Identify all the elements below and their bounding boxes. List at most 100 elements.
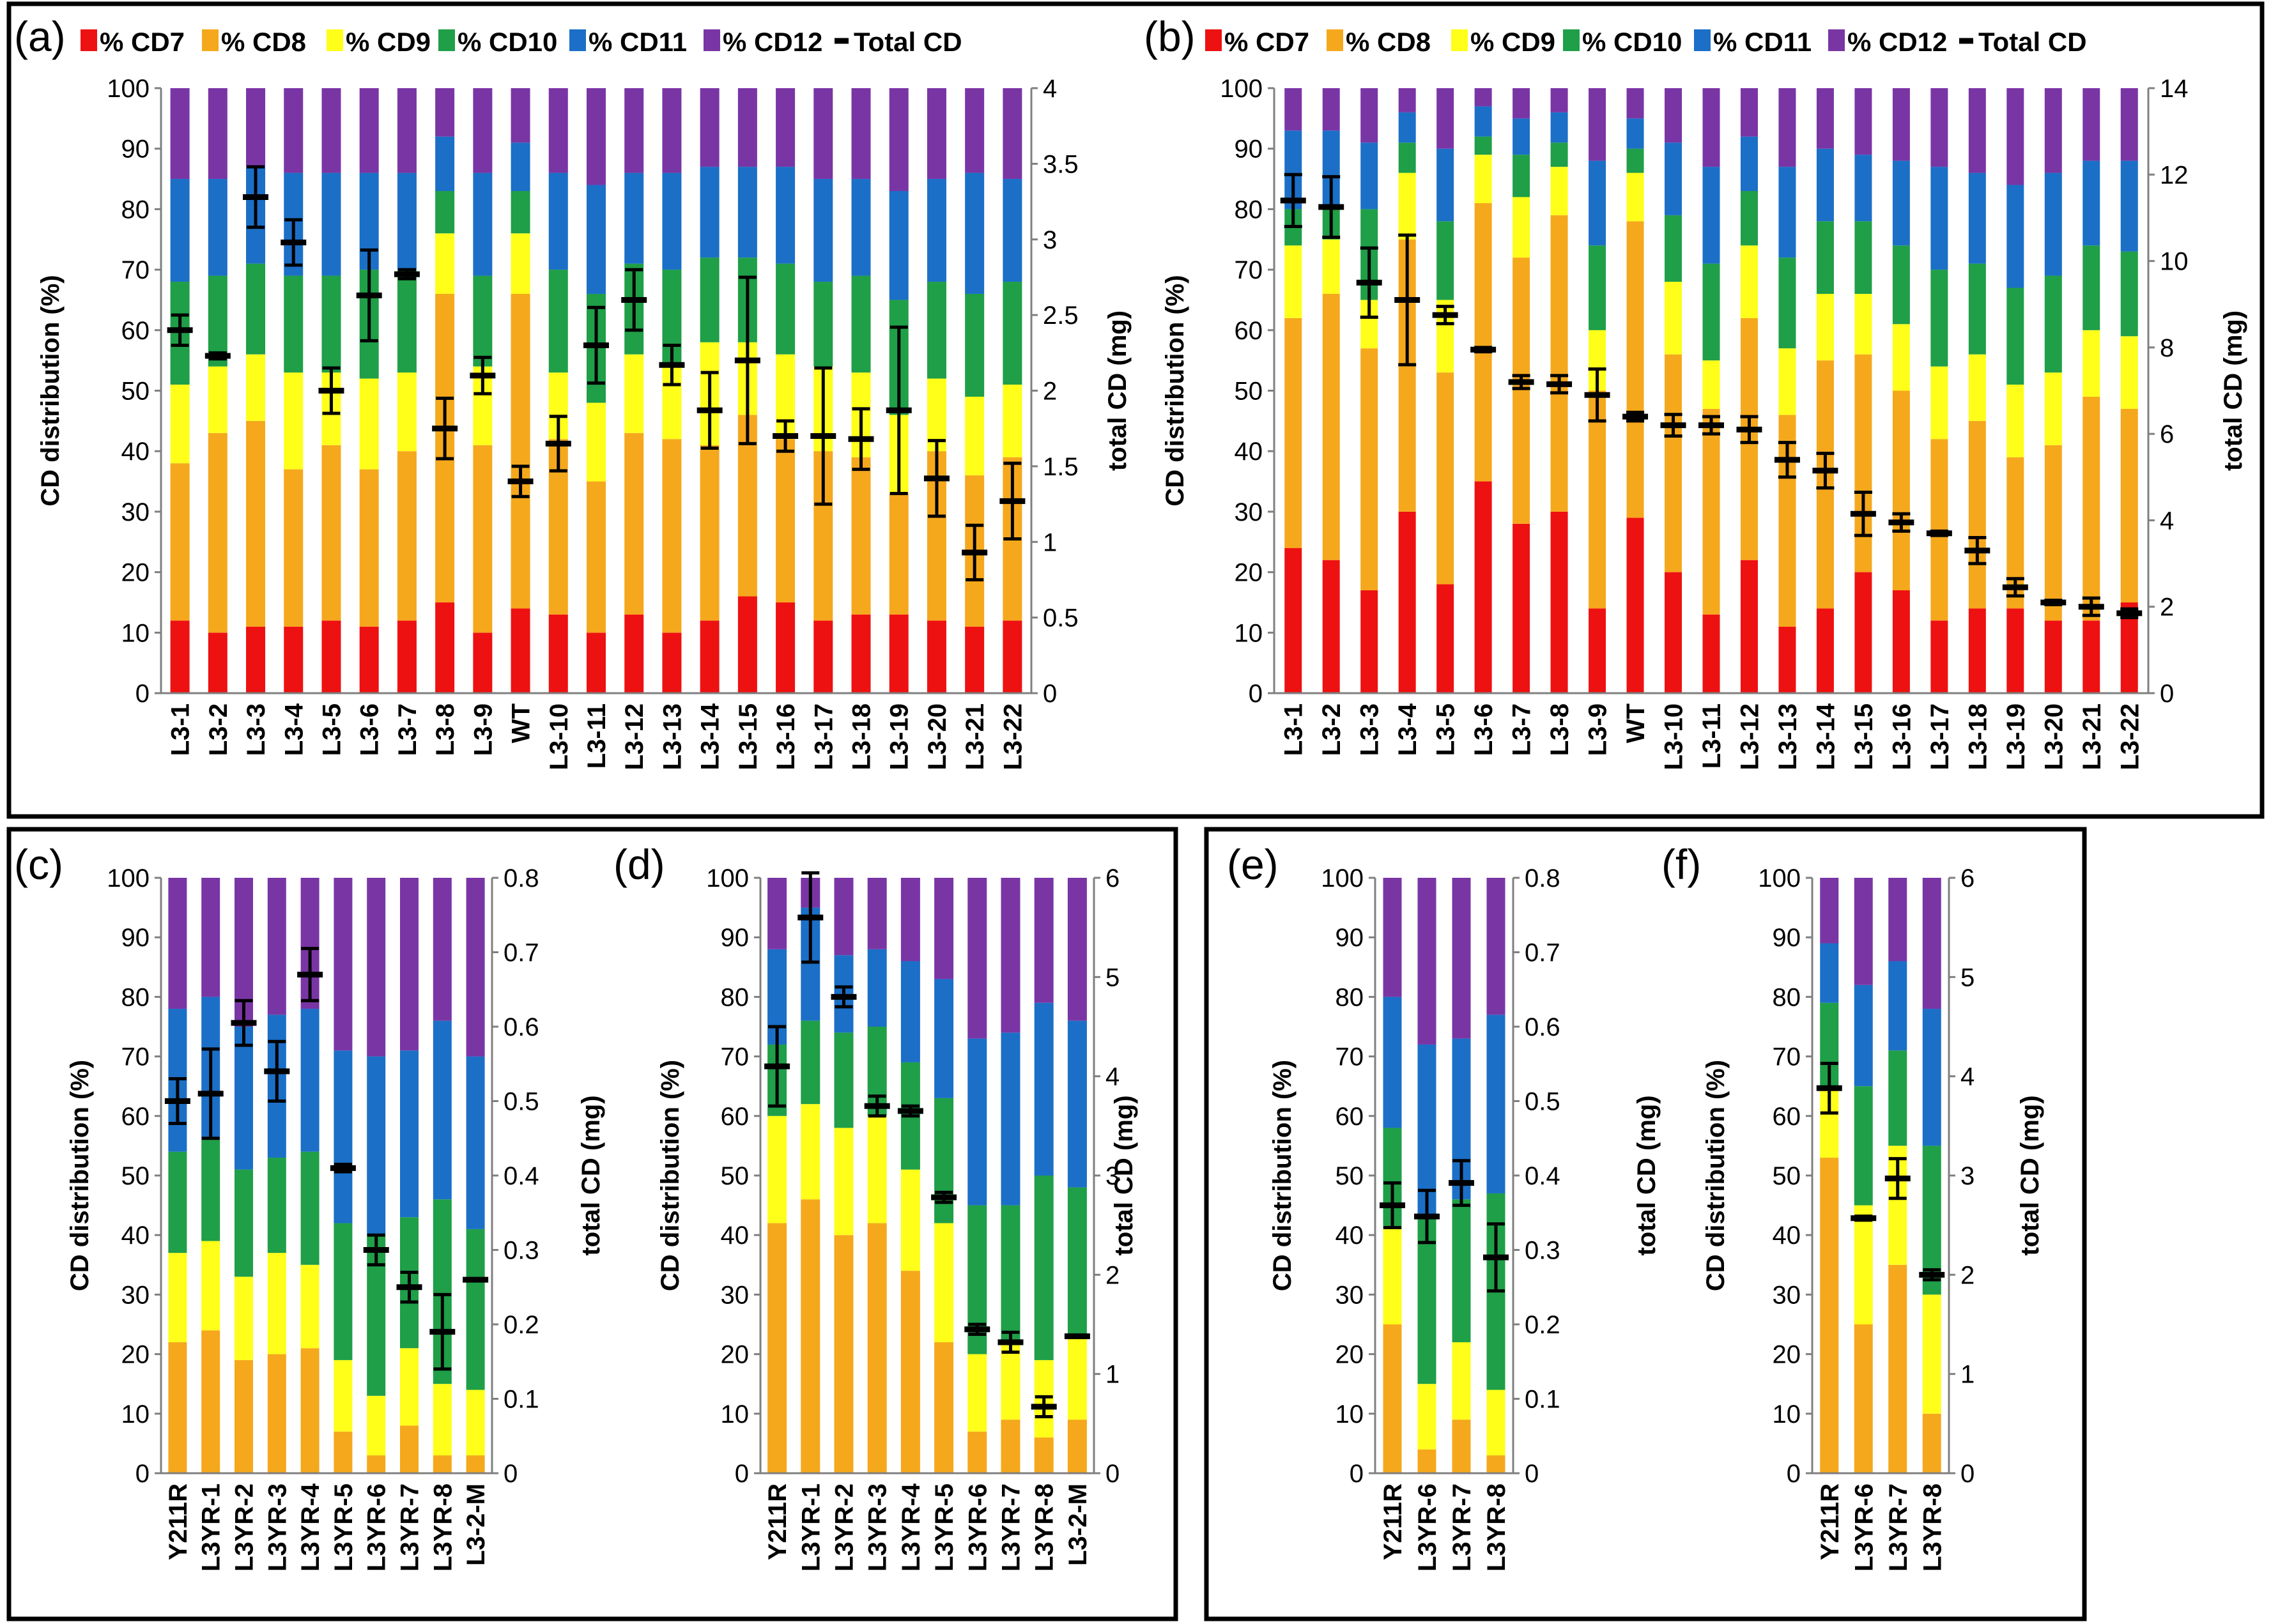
panel-e-bar-cd8-0 bbox=[1383, 1324, 1402, 1473]
panel-b-bar-cd10-12 bbox=[1740, 190, 1758, 246]
panel-c-ytick-label: 90 bbox=[121, 924, 150, 952]
panel-b-category-label: L3-14 bbox=[1812, 703, 1840, 770]
panel-c-ytick-label: 20 bbox=[121, 1341, 150, 1369]
panel-a-bar-cd12-5 bbox=[359, 88, 379, 173]
panel-f-y2tick-label: 1 bbox=[1960, 1361, 1975, 1389]
panel-b-ytick-label: 90 bbox=[1235, 135, 1263, 164]
panel-e-ytick-label: 80 bbox=[1336, 983, 1364, 1011]
panel-a-bar-cd11-15 bbox=[737, 167, 757, 258]
panel-a-category-label: L3-22 bbox=[999, 703, 1027, 770]
panel-a-bar-cd7-17 bbox=[813, 620, 833, 693]
panel-a-legend-swatch-cd9 bbox=[327, 29, 343, 51]
panel-a-category-label: L3-14 bbox=[697, 703, 725, 770]
panel-a-bar-cd10-8 bbox=[473, 275, 493, 367]
panel-a-legend-label: % CD12 bbox=[723, 27, 822, 57]
panel-c-bar-cd9-2 bbox=[235, 1276, 253, 1360]
panel-a-bar-cd7-12 bbox=[624, 614, 644, 693]
panel-a-category-label: L3-8 bbox=[431, 703, 459, 756]
panel-a-legend-label: % CD10 bbox=[458, 27, 557, 57]
panel-a-bar-cd11-6 bbox=[397, 172, 417, 270]
panel-c-bar-cd11-7 bbox=[400, 1050, 419, 1218]
panel-d-bar-cd10-7 bbox=[1001, 1205, 1020, 1342]
panel-a-bar-cd8-4 bbox=[321, 445, 341, 621]
panel-d-category-label: Y211R bbox=[764, 1483, 792, 1560]
panel-e-bar-cd12-1 bbox=[1417, 878, 1436, 1045]
panel-e-ytick-label: 60 bbox=[1336, 1103, 1364, 1131]
panel-f-category-label: L3YR-6 bbox=[1850, 1483, 1878, 1572]
panel-a-bar-cd7-7 bbox=[435, 602, 455, 693]
panel-d-bar-cd9-6 bbox=[967, 1354, 987, 1432]
panel-b-category-label: L3-10 bbox=[1660, 703, 1688, 770]
panel-a-category-label: L3-19 bbox=[886, 703, 914, 770]
panel-a-label: (a) bbox=[14, 13, 66, 60]
panel-b-bar-cd12-13 bbox=[1778, 88, 1796, 167]
panel-d-bar-cd12-5 bbox=[934, 878, 954, 979]
panel-b-bar-cd8-18 bbox=[1968, 420, 1986, 609]
panel-d-y2tick-label: 5 bbox=[1105, 963, 1120, 992]
panel-b-bar-cd11-18 bbox=[1968, 172, 1986, 264]
panel-a-y2tick-label: 2 bbox=[1043, 378, 1057, 406]
panel-d-bar-cd8-7 bbox=[1001, 1420, 1020, 1473]
panel-c-ytick-label: 10 bbox=[121, 1400, 150, 1429]
panel-d-bar-cd12-7 bbox=[1001, 878, 1020, 1033]
panel-c-bar-cd11-4 bbox=[300, 1009, 319, 1152]
panel-b-legend-label: % CD11 bbox=[1713, 27, 1812, 57]
panel-b-bar-cd9-19 bbox=[2006, 385, 2024, 457]
panel-a-bar-cd9-2 bbox=[246, 354, 266, 421]
panel-d-bar-cd11-5 bbox=[934, 979, 954, 1098]
panel-b-bar-cd7-13 bbox=[1778, 626, 1796, 693]
panel-c-bar-cd10-2 bbox=[235, 1169, 253, 1277]
panel-a-ytick-label: 50 bbox=[121, 378, 150, 406]
panel-a-bar-cd8-13 bbox=[662, 439, 682, 633]
panel-b-bar-cd12-21 bbox=[2082, 88, 2100, 161]
panel-a-bar-cd11-18 bbox=[851, 179, 871, 276]
panel-e-ytick-label: 90 bbox=[1336, 924, 1364, 952]
panel-b-bar-cd11-16 bbox=[1892, 160, 1910, 246]
panel-b-bar-cd8-5 bbox=[1474, 203, 1492, 482]
panel-b-bar-cd9-15 bbox=[1854, 293, 1872, 355]
panel-b-legend-swatch-cd11 bbox=[1694, 29, 1711, 51]
panel-b-bar-cd7-12 bbox=[1740, 560, 1758, 693]
panel-a-legend-swatch-cd7 bbox=[81, 29, 97, 51]
panel-e-y2tick-label: 0.4 bbox=[1525, 1162, 1560, 1190]
panel-b-category-label: WT bbox=[1622, 703, 1650, 743]
panel-f-ytick-label: 40 bbox=[1773, 1222, 1801, 1250]
panel-b-bar-cd7-16 bbox=[1892, 590, 1910, 693]
panel-b-bar-cd7-11 bbox=[1702, 614, 1720, 693]
panel-a-category-label: L3-2 bbox=[204, 703, 233, 756]
panel-b-bar-cd12-4 bbox=[1436, 88, 1454, 149]
panel-a-y-axis-title: CD distribution (%) bbox=[36, 275, 65, 506]
panel-a-category-label: L3-13 bbox=[658, 703, 686, 770]
panel-f-y2tick-label: 5 bbox=[1960, 963, 1975, 992]
panel-b-category-label: L3-1 bbox=[1280, 703, 1308, 756]
panel-b-bar-cd10-11 bbox=[1702, 263, 1720, 361]
panel-a-bar-cd7-13 bbox=[662, 632, 682, 693]
panel-b-bar-cd8-10 bbox=[1665, 354, 1682, 572]
panel-b-bar-cd12-0 bbox=[1284, 88, 1302, 131]
panel-f-bar-cd8-2 bbox=[1888, 1264, 1907, 1473]
panel-b-bar-cd12-6 bbox=[1513, 88, 1530, 119]
panel-f-ytick-label: 10 bbox=[1773, 1400, 1801, 1429]
panel-e-ytick-label: 40 bbox=[1336, 1222, 1364, 1250]
panel-a-bar-cd12-16 bbox=[776, 88, 796, 167]
panel-a-legend-label: Total CD bbox=[854, 27, 962, 57]
panel-a-bar-cd8-8 bbox=[473, 445, 493, 633]
panel-b-category-label: L3-3 bbox=[1356, 703, 1384, 756]
panel-a-bar-cd9-21 bbox=[965, 396, 985, 476]
panel-a-bar-cd7-2 bbox=[246, 626, 266, 693]
panel-b-bar-cd9-22 bbox=[2120, 336, 2138, 409]
panel-d-bar-cd9-0 bbox=[767, 1115, 787, 1223]
panel-a-category-label: L3-1 bbox=[167, 703, 195, 756]
panel-e-ytick-label: 10 bbox=[1336, 1400, 1364, 1429]
panel-a-bar-cd12-20 bbox=[927, 88, 946, 180]
panel-a-bar-cd8-16 bbox=[776, 439, 796, 602]
panel-f-bar-cd8-1 bbox=[1854, 1324, 1873, 1473]
panel-c-y2tick-label: 0.1 bbox=[504, 1386, 539, 1414]
panel-b-bar-cd10-18 bbox=[1968, 263, 1986, 355]
panel-b-bar-cd8-4 bbox=[1436, 372, 1454, 585]
panel-a-ytick-label: 90 bbox=[121, 135, 150, 164]
panel-b-category-label: L3-13 bbox=[1774, 703, 1802, 770]
panel-a-bar-cd8-14 bbox=[700, 445, 720, 621]
panel-d-ytick-label: 20 bbox=[721, 1341, 750, 1369]
panel-b-bar-cd8-0 bbox=[1284, 318, 1302, 548]
